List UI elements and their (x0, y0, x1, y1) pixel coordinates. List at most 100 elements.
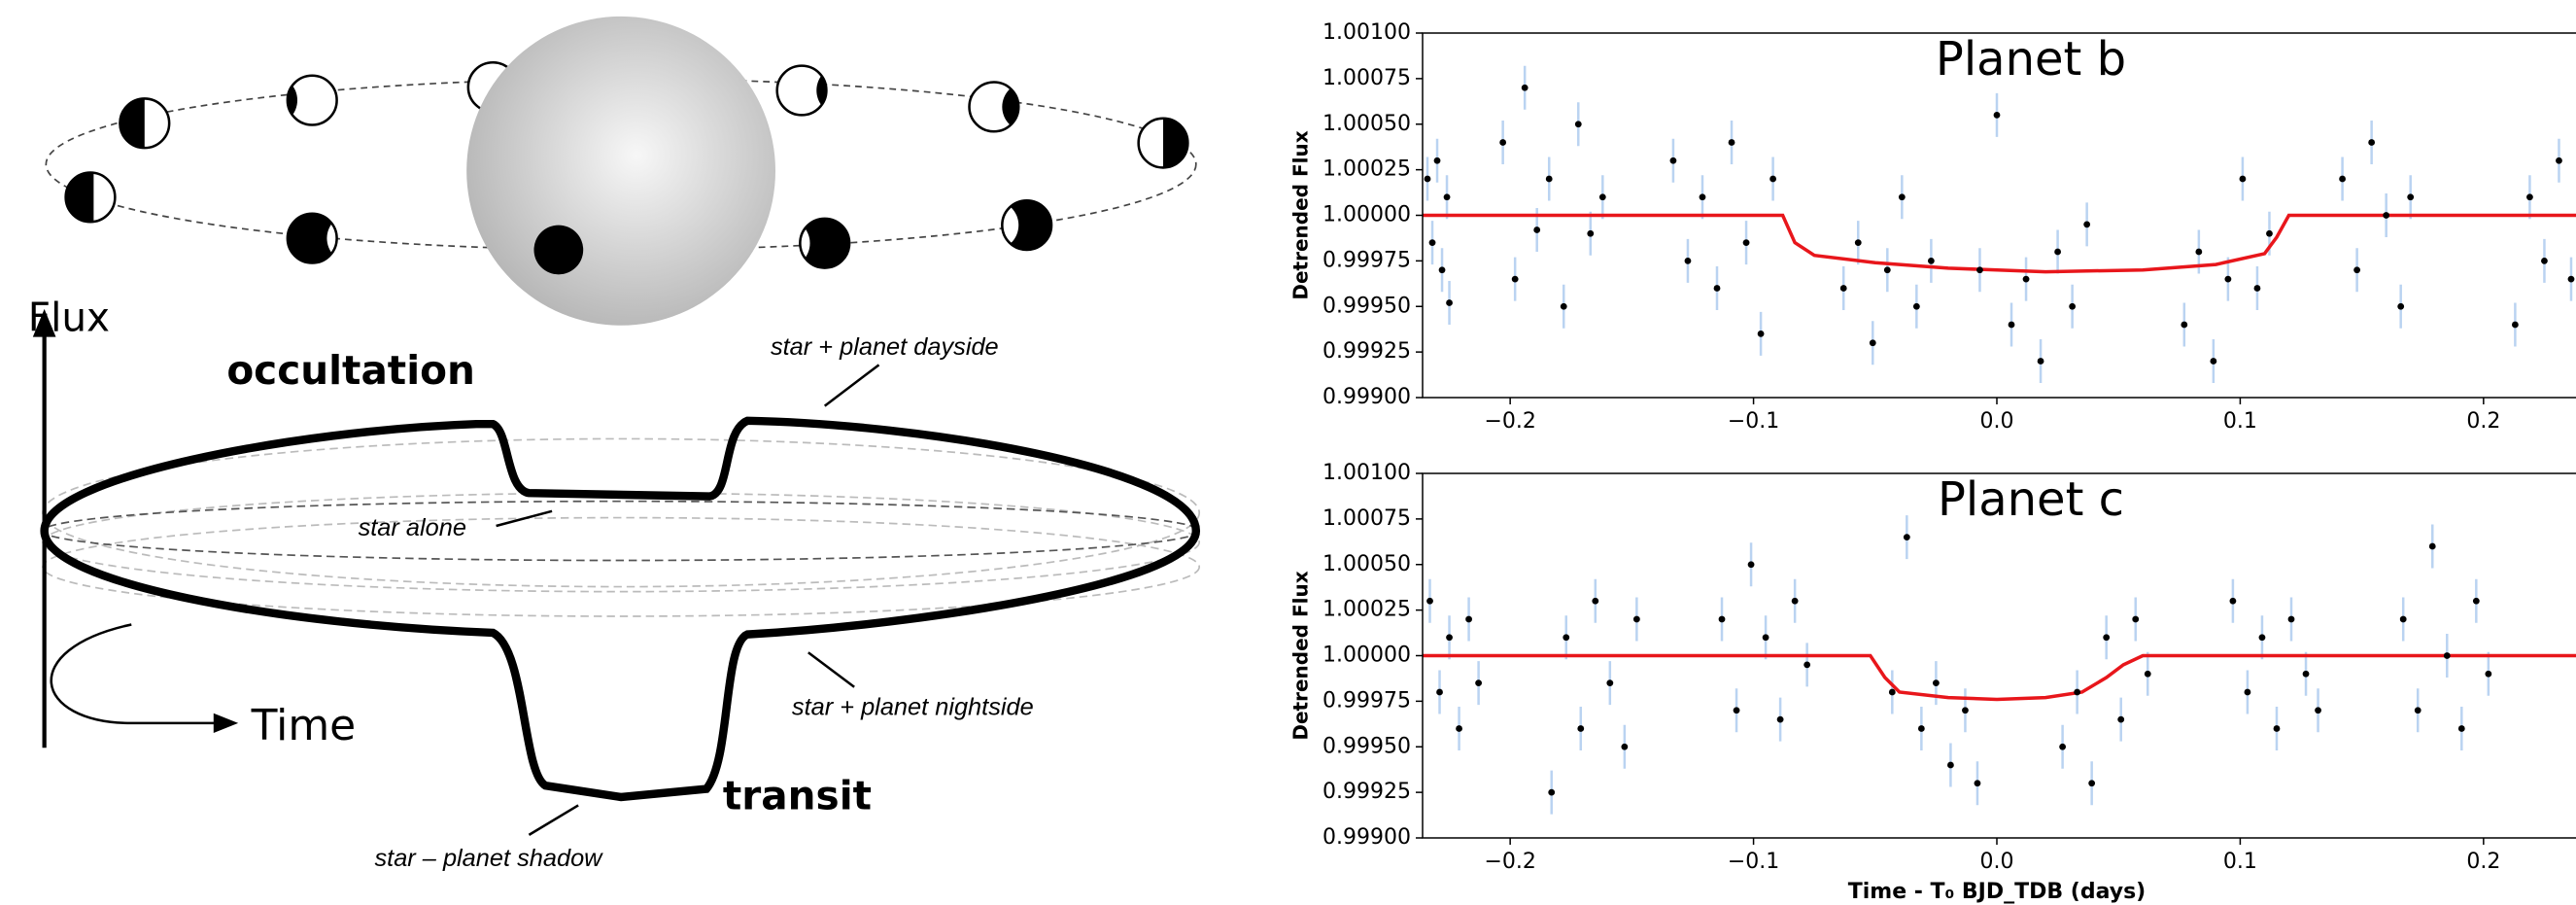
data-point (1598, 193, 1606, 201)
dayside-label: star + planet dayside (771, 333, 999, 361)
data-point (1426, 597, 1433, 605)
data-point (2315, 707, 2321, 714)
data-point (1443, 193, 1451, 201)
data-point (1446, 299, 1453, 306)
data-point (2117, 715, 2125, 723)
data-point (1912, 302, 1920, 310)
data-point (2088, 780, 2096, 787)
data-point (2054, 248, 2062, 256)
x-axis-label: Time - T₀ BJD_TDB (days) (1848, 880, 2147, 904)
light-curve (40, 416, 1201, 802)
planet (799, 217, 851, 269)
x-tick-label: −0.1 (1728, 409, 1779, 434)
data-point (2485, 670, 2492, 678)
arrow-head (213, 713, 239, 734)
arrow-head (32, 308, 56, 337)
y-tick-label: 1.00075 (1322, 506, 1411, 531)
data-point (1533, 226, 1541, 233)
data-point (2567, 275, 2575, 283)
model-line (1423, 213, 2576, 274)
data-point (1456, 725, 1462, 732)
data-point (1560, 302, 1567, 310)
data-point (2368, 139, 2376, 146)
y-tick-label: 1.00000 (1322, 203, 1411, 227)
planet (64, 171, 117, 224)
occultation-label: occultation (226, 347, 475, 394)
y-tick-label: 1.00025 (1322, 598, 1411, 622)
data-point (2414, 707, 2421, 714)
data-point (2253, 285, 2261, 292)
data-point (2059, 743, 2067, 750)
y-tick-label: 1.00100 (1322, 461, 1411, 485)
model-line (1423, 653, 2576, 702)
data-point (1769, 175, 1777, 183)
data-point (2556, 157, 2562, 164)
x-tick-label: 0.1 (2223, 409, 2257, 434)
time-label: Time (251, 701, 357, 750)
y-tick-label: 1.00000 (1322, 644, 1411, 668)
y-tick-label: 1.00050 (1322, 552, 1411, 576)
planet (775, 64, 828, 117)
y-tick-label: 0.99925 (1322, 780, 1411, 804)
data-point (2407, 193, 2415, 201)
star-alone-label: star alone (359, 514, 466, 541)
data-point (1839, 285, 1847, 292)
data-point (1762, 634, 1769, 642)
chart-title: Planet b (1936, 32, 2126, 87)
data-point (1888, 688, 1896, 696)
time-arrow (50, 623, 223, 725)
data-point (2457, 725, 2465, 732)
data-point (1713, 285, 1721, 292)
data-point (1927, 257, 1935, 264)
data-point (1699, 193, 1706, 201)
data-point (2397, 302, 2405, 310)
y-tick-label: 0.99900 (1322, 385, 1411, 409)
data-point (2353, 266, 2361, 274)
y-tick-label: 0.99975 (1322, 688, 1411, 713)
y-tick-label: 0.99975 (1322, 248, 1411, 272)
nightside-label: star + planet nightside (792, 693, 1034, 720)
data-point (1436, 688, 1443, 696)
transit-label: transit (723, 773, 872, 819)
data-point (2103, 634, 2111, 642)
data-point (1791, 597, 1799, 605)
data-point (1592, 597, 1599, 605)
data-point (1962, 707, 1969, 714)
planet (286, 212, 338, 264)
data-point (2144, 670, 2151, 678)
chart-title: Planet c (1938, 472, 2124, 527)
data-point (1521, 84, 1528, 91)
y-tick-label: 0.99925 (1322, 339, 1411, 364)
data-point (1993, 111, 2001, 119)
data-point (2229, 597, 2237, 605)
x-tick-label: −0.2 (1484, 850, 1535, 874)
diagram: Flux Time occultation transit star + pla… (28, 16, 1201, 872)
data-point (2008, 321, 2015, 329)
y-tick-label: 0.99950 (1322, 734, 1411, 758)
planet (286, 74, 338, 126)
data-point (2224, 275, 2232, 283)
data-point (1733, 707, 1740, 714)
data-point (2195, 248, 2203, 256)
data-point (1438, 266, 1446, 274)
data-point (1511, 275, 1519, 283)
light-curve-rings (42, 437, 1201, 617)
x-tick-label: 0.0 (1979, 409, 2013, 434)
data-point (2266, 229, 2273, 237)
data-point (1869, 339, 1876, 347)
data-point (1548, 788, 1556, 796)
data-point (1854, 239, 1862, 247)
data-point (2244, 688, 2251, 696)
y-tick-label: 1.00100 (1322, 20, 1411, 45)
data-point (2069, 302, 2077, 310)
plot (1423, 515, 2576, 815)
data-point (1587, 229, 1595, 237)
x-tick-label: 0.0 (1979, 850, 2013, 874)
data-point (2526, 193, 2533, 201)
y-axis-label: Detrended Flux (1289, 130, 1313, 299)
data-point (1757, 330, 1765, 337)
planet (533, 225, 584, 275)
pointer-lines (496, 364, 880, 836)
y-tick-label: 0.99950 (1322, 294, 1411, 318)
